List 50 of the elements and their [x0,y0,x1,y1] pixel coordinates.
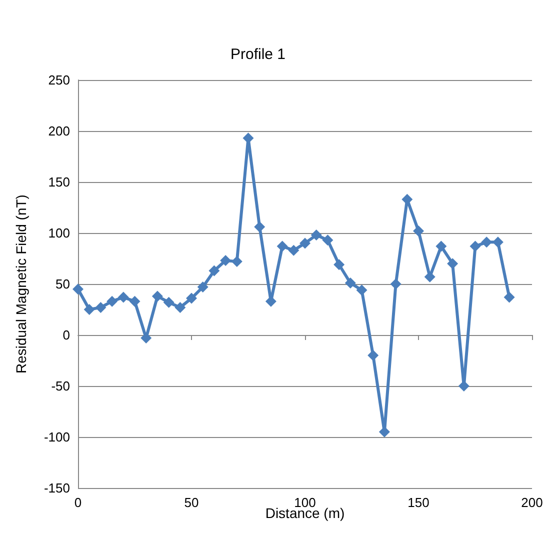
y-tick-label: -50 [51,378,70,394]
point [334,259,345,270]
x-tick-label: 50 [184,495,199,510]
point [390,278,402,290]
y-tick-label: 50 [56,276,70,292]
point [458,380,470,392]
point [413,225,424,236]
point [174,302,186,313]
point [152,290,163,302]
point [186,292,197,304]
point [344,277,356,288]
point [481,236,492,248]
point [208,265,220,276]
y-tick-label: -100 [44,430,70,444]
x-tick-label: 100 [294,495,316,510]
point [276,240,288,252]
point [95,302,106,313]
point [129,296,140,307]
y-tick-label: 200 [48,124,70,138]
y-tick-label: 100 [48,226,70,240]
point [288,244,300,256]
point [118,292,129,303]
point [106,296,118,307]
y-tick-label: 150 [48,174,70,190]
point [72,284,84,295]
y-tick-label: -150 [44,480,70,496]
y-tick-label: 0 [62,328,70,342]
point [368,350,379,361]
point [163,296,174,308]
point [447,258,458,270]
point [231,256,242,268]
x-tick-label: 150 [408,495,430,510]
point [322,234,334,246]
point [424,271,436,282]
point [492,236,504,248]
point [220,255,232,266]
y-tick-label: 250 [48,72,70,88]
point [470,240,481,252]
x-tick-label: 200 [521,495,543,510]
point [197,282,208,293]
point [84,304,95,315]
point [254,221,266,232]
point [356,284,368,296]
point [436,240,447,252]
point [310,230,322,241]
point [504,292,515,303]
chart-title: Profile 1 [230,46,286,63]
y-axis-title: Residual Magnetic Field (nT) [13,194,29,374]
point [300,238,310,249]
x-tick-label: 0 [74,495,82,510]
